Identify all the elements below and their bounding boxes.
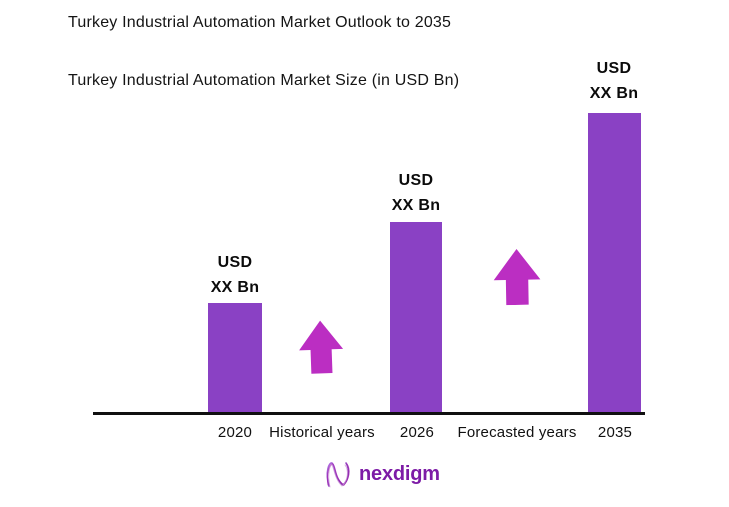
bar-2020 — [208, 303, 262, 412]
chart-title: Turkey Industrial Automation Market Outl… — [68, 14, 452, 31]
bar-2026 — [390, 222, 442, 412]
x-tick-2035: 2035 — [597, 424, 633, 441]
bar-value-label-2026: USD XX Bn — [346, 168, 486, 218]
x-axis-line — [93, 412, 645, 415]
bar-value-line2: XX Bn — [589, 85, 639, 102]
bar-2035 — [588, 113, 641, 412]
brand-wordmark: nexdigm — [359, 462, 440, 485]
bar-value-label-2020: USD XX Bn — [165, 250, 305, 300]
bar-value-line1: USD — [596, 60, 632, 77]
x-tick-2026: 2026 — [399, 424, 435, 441]
annotation-historical-years: Historical years — [269, 424, 375, 441]
x-tick-2020: 2020 — [217, 424, 253, 441]
chart-subtitle: Turkey Industrial Automation Market Size… — [68, 72, 460, 89]
brand-logo: nexdigm — [322, 457, 440, 491]
bar-value-line2: XX Bn — [391, 197, 441, 214]
bar-value-line2: XX Bn — [210, 279, 260, 296]
up-arrow-icon — [299, 320, 344, 374]
bar-value-line1: USD — [217, 254, 253, 271]
nexdigm-logo-icon — [326, 462, 350, 488]
up-arrow-icon — [493, 249, 541, 306]
bar-value-label-2035: USD XX Bn — [544, 56, 684, 106]
annotation-forecasted-years: Forecasted years — [457, 424, 577, 441]
bar-value-line1: USD — [398, 172, 434, 189]
